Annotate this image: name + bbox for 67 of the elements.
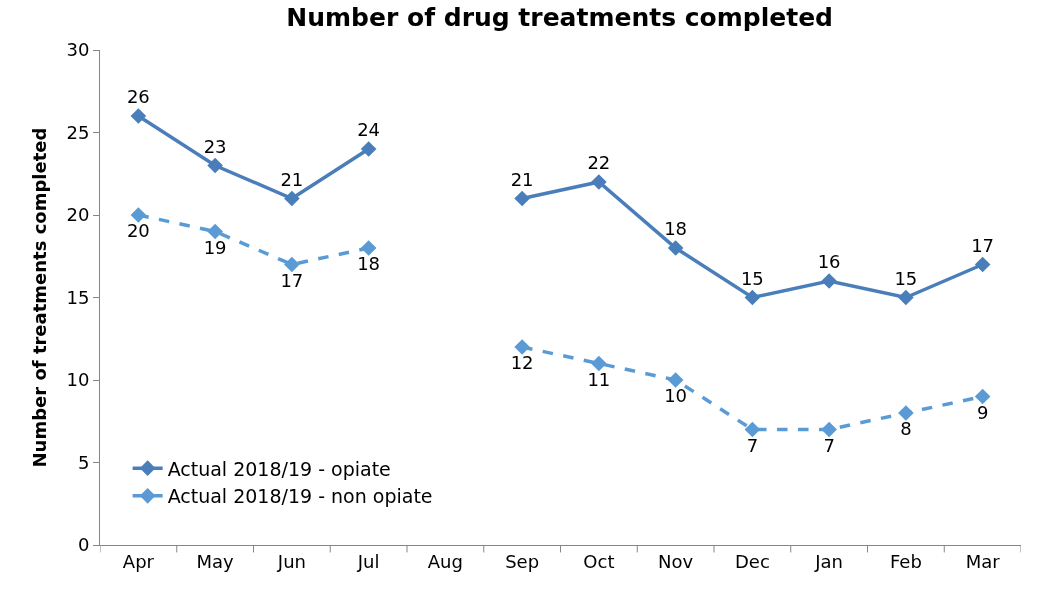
legend-label: Actual 2018/19 - non opiate <box>167 485 433 508</box>
data-label: 21 <box>280 168 304 190</box>
point <box>667 372 684 388</box>
point <box>898 405 914 421</box>
data-label: 23 <box>203 135 227 157</box>
point <box>898 289 914 306</box>
data-label: 15 <box>894 267 918 289</box>
data-label: 9 <box>976 401 989 423</box>
data-label: 12 <box>510 352 534 373</box>
y-tick-label: 15 <box>66 286 90 308</box>
data-label: 10 <box>664 385 688 406</box>
data-label: 21 <box>510 168 534 190</box>
data-label: 26 <box>126 86 150 107</box>
x-tick-label: Jan <box>814 550 844 572</box>
point <box>360 141 377 157</box>
x-tick-label: Jul <box>356 550 380 572</box>
point <box>514 190 530 207</box>
data-label: 18 <box>357 253 381 274</box>
data-label: 24 <box>357 119 381 140</box>
data-label: 7 <box>823 434 835 456</box>
x-tick-label: Apr <box>122 550 155 572</box>
x-tick-label: Oct <box>583 550 615 572</box>
point <box>130 207 147 223</box>
point <box>744 289 761 306</box>
data-label: 16 <box>817 251 841 272</box>
point <box>821 273 837 289</box>
data-label: 11 <box>587 368 611 390</box>
point <box>360 240 377 256</box>
y-tick-label: 25 <box>66 121 90 143</box>
point <box>207 223 223 240</box>
data-label: 20 <box>126 220 150 241</box>
y-tick-label: 30 <box>66 39 90 61</box>
chart-title: Number of drug treatments completed <box>286 3 834 33</box>
point <box>744 421 761 438</box>
data-label: 22 <box>587 152 611 173</box>
y-tick-label: 20 <box>66 204 90 226</box>
data-label: 18 <box>664 218 688 239</box>
point <box>591 174 607 190</box>
data-label: 7 <box>746 434 759 456</box>
point <box>284 256 300 273</box>
point <box>974 388 991 405</box>
y-tick-label: 10 <box>66 369 90 391</box>
point <box>667 240 684 256</box>
point <box>514 339 530 355</box>
data-label: 15 <box>740 267 764 289</box>
y-axis-title: Number of treatments completed <box>28 127 50 468</box>
data-label: 8 <box>900 418 912 439</box>
x-tick-label: Sep <box>505 550 540 572</box>
x-tick-label: Mar <box>965 550 1001 572</box>
x-tick-label: May <box>196 550 235 572</box>
y-tick-label: 0 <box>77 534 90 556</box>
data-label: 17 <box>971 234 995 256</box>
point <box>821 421 837 438</box>
point <box>207 157 223 174</box>
x-tick-label: Nov <box>658 550 694 572</box>
data-label: 17 <box>280 269 304 291</box>
point <box>591 355 607 372</box>
data-label: 19 <box>203 236 227 258</box>
point <box>284 190 300 207</box>
x-tick-label: Dec <box>734 550 770 572</box>
point <box>130 108 147 124</box>
x-tick-label: Jun <box>276 550 306 572</box>
legend-label: Actual 2018/19 - opiate <box>167 457 391 480</box>
y-tick-label: 5 <box>77 451 90 473</box>
point <box>974 256 991 273</box>
x-tick-label: Aug <box>427 550 463 572</box>
x-tick-label: Feb <box>889 550 922 572</box>
